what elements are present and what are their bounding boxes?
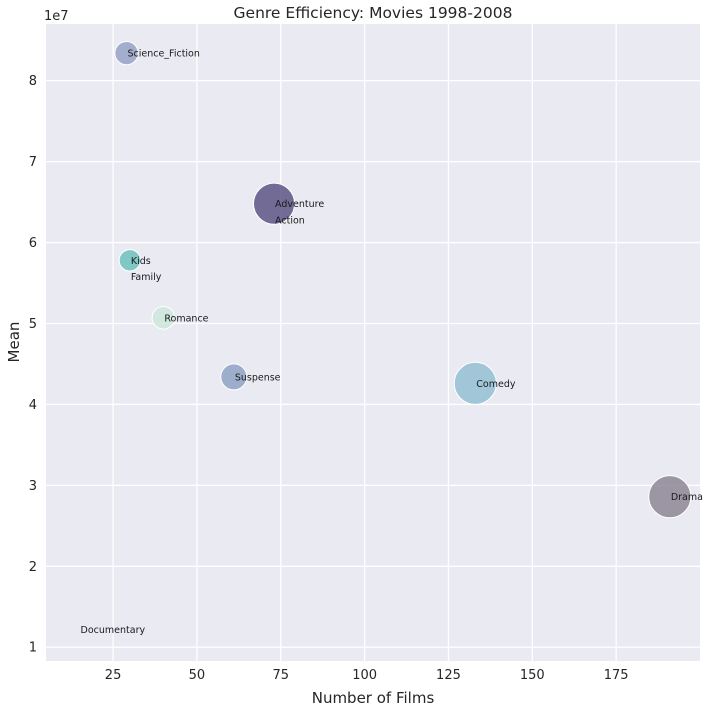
y-axis-label: Mean — [5, 322, 23, 363]
bubble-point — [453, 361, 497, 405]
point-label: Adventure — [275, 199, 324, 210]
bubble-point — [118, 249, 142, 272]
x-tick-label: 100 — [352, 668, 377, 683]
y-tick-label: 1 — [29, 641, 37, 656]
y-tick-labels: 1 2 3 4 5 6 7 8 — [29, 74, 37, 656]
x-tick-label: 75 — [272, 668, 289, 683]
y-tick-label: 6 — [29, 236, 37, 251]
point-label: Drama — [671, 492, 703, 503]
point-label: Science_Fiction — [127, 49, 199, 60]
point-label: Kids — [131, 256, 151, 267]
x-tick-label: 150 — [520, 668, 545, 683]
point-label: Suspense — [235, 372, 281, 383]
point-label: Action — [275, 215, 305, 226]
y-tick-label: 8 — [29, 74, 37, 89]
x-axis-label: Number of Films — [312, 689, 435, 707]
x-tick-label: 125 — [436, 668, 461, 683]
bubble-point — [648, 475, 692, 519]
y-tick-label: 4 — [29, 398, 37, 413]
bubble-point — [220, 363, 248, 391]
point-label: Comedy — [476, 379, 516, 390]
point-label: Family — [131, 272, 162, 283]
x-tick-label: 25 — [105, 668, 122, 683]
bubble-point — [253, 182, 296, 225]
y-tick-label: 3 — [29, 479, 37, 494]
y-tick-label: 7 — [29, 155, 37, 170]
bubble-point — [151, 306, 176, 330]
chart-title: Genre Efficiency: Movies 1998-2008 — [234, 4, 513, 22]
point-label: Romance — [164, 313, 208, 324]
y-tick-label: 2 — [29, 560, 37, 575]
x-tick-label: 50 — [189, 668, 206, 683]
x-tick-label: 175 — [604, 668, 629, 683]
point-label: Documentary — [81, 625, 146, 636]
x-tick-labels: 25 50 75 100 125 150 175 — [105, 668, 629, 683]
y-multiplier-label: 1e7 — [44, 9, 69, 24]
bubble-layer — [114, 41, 692, 519]
plot-background — [46, 24, 700, 661]
y-tick-label: 5 — [29, 317, 37, 332]
bubble-point — [114, 41, 139, 66]
point-labels: Science_Fiction Adventure Action Kids Family… — [81, 49, 703, 636]
